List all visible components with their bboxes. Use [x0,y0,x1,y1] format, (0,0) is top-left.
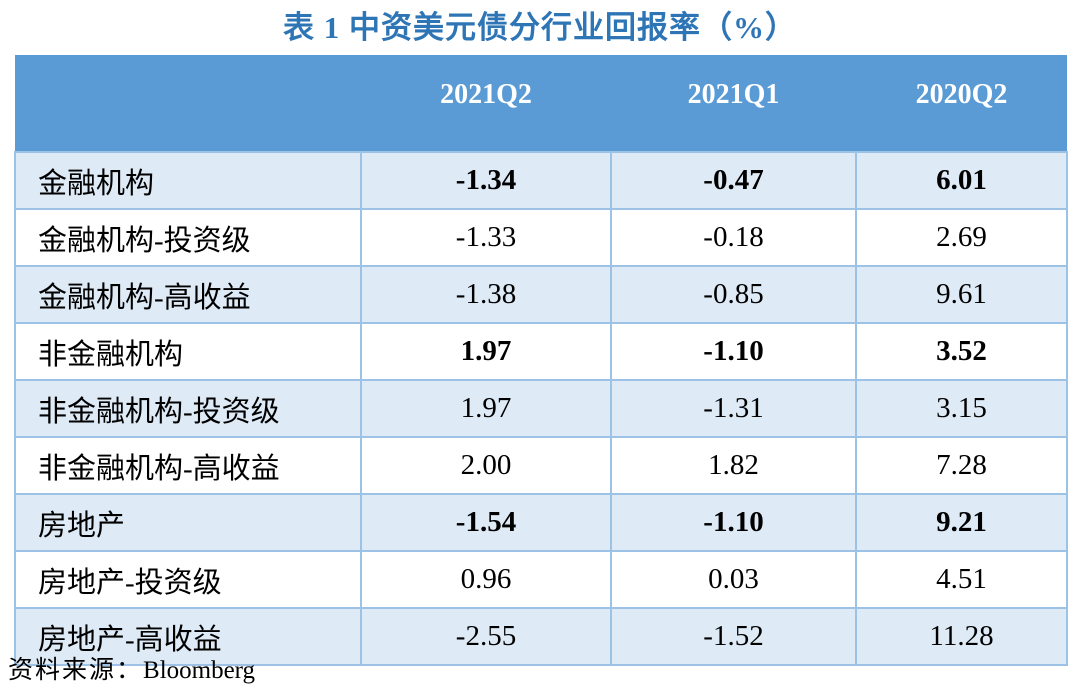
row-label: 房地产 [14,493,362,552]
cell-2021q1: -0.47 [610,151,857,210]
source-label: 资料来源： [8,657,144,684]
table-row-realestate-ig: 房地产-投资级 0.96 0.03 4.51 [14,550,1068,609]
row-label: 房地产-投资级 [14,550,362,609]
cell-2021q2: 0.96 [360,550,612,609]
cell-2021q2: -2.55 [360,607,612,666]
row-label: 金融机构-投资级 [14,208,362,267]
row-label: 非金融机构-投资级 [14,379,362,438]
table-row-realestate: 房地产 -1.54 -1.10 9.21 [14,493,1068,552]
cell-2021q2: -1.54 [360,493,612,552]
cell-2021q2: 1.97 [360,379,612,438]
cell-2020q2: 2.69 [855,208,1068,267]
header-row: 2021Q2 2021Q1 2020Q2 [15,55,1067,152]
cell-2020q2: 7.28 [855,436,1068,495]
cell-2021q2: 1.97 [360,322,612,381]
cell-2021q2: -1.34 [360,151,612,210]
header-cell-2021q2: 2021Q2 [361,55,611,152]
table-row-realestate-hy: 房地产-高收益 -2.55 -1.52 11.28 [14,607,1068,666]
cell-2021q1: -1.10 [610,322,857,381]
row-label: 非金融机构-高收益 [14,436,362,495]
row-label: 非金融机构 [14,322,362,381]
table-row-financial-hy: 金融机构-高收益 -1.38 -0.85 9.61 [14,265,1068,324]
cell-2021q1: -1.52 [610,607,857,666]
table-row-nonfinancial-hy: 非金融机构-高收益 2.00 1.82 7.28 [14,436,1068,495]
cell-2021q1: -0.18 [610,208,857,267]
cell-2021q1: 1.82 [610,436,857,495]
table-title: 表 1 中资美元债分行业回报率（%） [283,10,797,45]
source-note: 资料来源：Bloomberg [8,650,255,686]
cell-2020q2: 3.52 [855,322,1068,381]
cell-2020q2: 3.15 [855,379,1068,438]
source-value: Bloomberg [143,657,256,684]
sector-returns-table: 2021Q2 2021Q1 2020Q2 金融机构 -1.34 -0.47 6.… [14,55,1068,666]
row-label: 金融机构-高收益 [14,265,362,324]
cell-2020q2: 9.61 [855,265,1068,324]
table-row-nonfinancial-ig: 非金融机构-投资级 1.97 -1.31 3.15 [14,379,1068,438]
header-cell-2020q2: 2020Q2 [856,55,1067,152]
table-row-nonfinancial: 非金融机构 1.97 -1.10 3.52 [14,322,1068,381]
row-label: 金融机构 [14,151,362,210]
cell-2021q2: 2.00 [360,436,612,495]
table-row-financial-ig: 金融机构-投资级 -1.33 -0.18 2.69 [14,208,1068,267]
cell-2020q2: 4.51 [855,550,1068,609]
header-cell-2021q1: 2021Q1 [611,55,856,152]
row-label: 房地产-高收益 [14,607,362,666]
cell-2021q1: -1.31 [610,379,857,438]
table-row-financial: 金融机构 -1.34 -0.47 6.01 [14,151,1068,210]
cell-2021q2: -1.33 [360,208,612,267]
cell-2020q2: 6.01 [855,151,1068,210]
cell-2021q1: -0.85 [610,265,857,324]
cell-2021q1: 0.03 [610,550,857,609]
cell-2021q1: -1.10 [610,493,857,552]
header-cell-blank [15,55,361,152]
cell-2020q2: 9.21 [855,493,1068,552]
cell-2020q2: 11.28 [855,607,1068,666]
cell-2021q2: -1.38 [360,265,612,324]
